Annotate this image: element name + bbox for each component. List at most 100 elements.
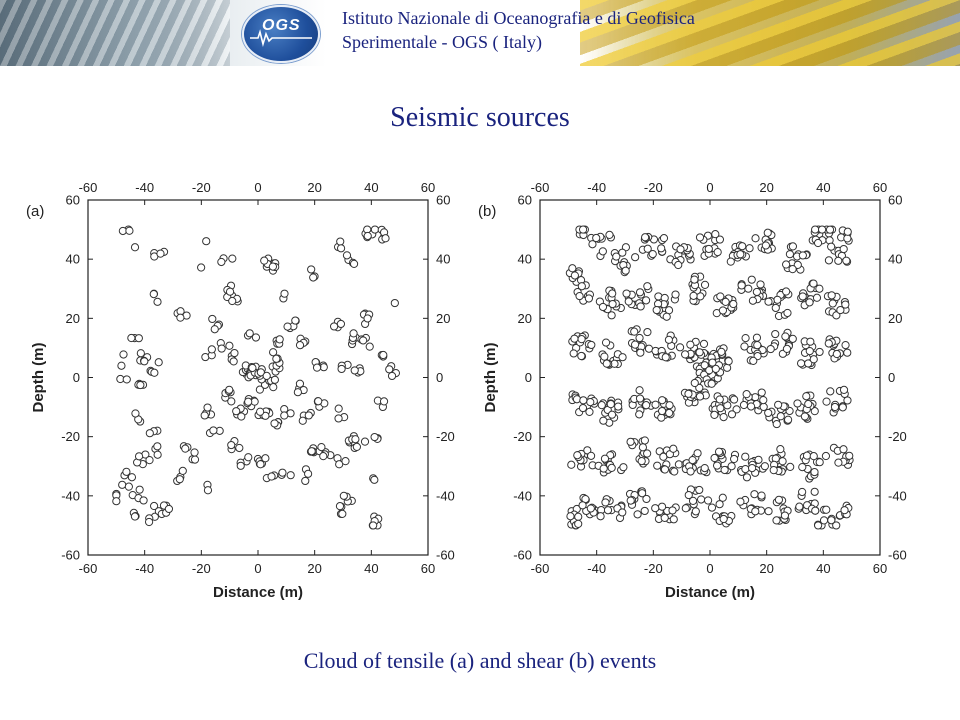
- data-point: [164, 504, 174, 514]
- data-point: [112, 497, 121, 506]
- data-point: [149, 289, 158, 299]
- ogs-logo: OGS: [242, 5, 320, 63]
- data-point: [681, 350, 690, 359]
- data-point: [387, 371, 397, 381]
- data-point: [828, 299, 837, 308]
- data-point: [719, 412, 728, 422]
- data-point: [228, 254, 237, 263]
- data-point: [674, 260, 683, 270]
- data-point: [642, 401, 651, 410]
- x-axis-label: Distance (m): [665, 584, 755, 601]
- data-point: [334, 414, 343, 423]
- data-point: [761, 241, 770, 250]
- scatter-panel-b: -60 -60 -40 -40 -20 -20 0 0 20 20 40 40 60 60 -60 -60 -4…: [470, 170, 910, 620]
- data-point: [826, 387, 835, 396]
- data-point: [754, 455, 763, 464]
- data-point: [301, 476, 310, 486]
- data-point: [635, 333, 644, 343]
- data-point: [598, 302, 608, 312]
- data-point: [607, 410, 617, 419]
- x-tick-label-top: -60: [79, 180, 98, 195]
- data-point: [752, 287, 761, 297]
- data-point: [788, 242, 798, 251]
- data-point: [229, 357, 238, 366]
- data-point: [614, 402, 623, 411]
- data-point: [633, 510, 642, 519]
- data-point: [635, 386, 644, 395]
- data-point: [711, 230, 720, 239]
- data-point: [690, 275, 699, 284]
- page-title: Seismic sources: [390, 102, 570, 133]
- y-tick-label-left: 60: [66, 193, 80, 208]
- data-point: [360, 437, 370, 446]
- data-point: [752, 333, 762, 342]
- data-point: [718, 493, 727, 502]
- data-point: [640, 436, 649, 445]
- data-point: [653, 461, 662, 470]
- x-tick-label-bottom: 20: [759, 561, 773, 576]
- x-tick-label-bottom: -20: [644, 561, 663, 576]
- y-tick-label-left: -20: [61, 429, 80, 444]
- data-point: [127, 473, 137, 482]
- data-point: [742, 473, 752, 482]
- data-point: [307, 265, 316, 274]
- data-point: [772, 516, 781, 525]
- data-point: [815, 347, 824, 357]
- data-point: [640, 506, 649, 516]
- data-point: [637, 457, 646, 466]
- institution-line-2: Sperimentale - OGS ( Italy): [342, 32, 542, 52]
- data-point: [631, 253, 640, 262]
- y-tick-label-right: 60: [436, 193, 450, 208]
- data-point: [286, 471, 295, 480]
- data-point: [272, 354, 281, 363]
- data-point: [574, 519, 583, 528]
- data-point: [369, 521, 378, 530]
- data-point: [269, 348, 278, 357]
- data-point: [304, 469, 313, 478]
- x-tick-label-top: -40: [587, 180, 606, 195]
- data-point: [782, 260, 791, 269]
- data-point: [118, 480, 127, 489]
- data-point: [176, 313, 185, 322]
- data-point: [769, 466, 778, 475]
- data-point: [190, 455, 200, 464]
- data-point: [636, 348, 645, 357]
- data-point: [119, 350, 128, 359]
- data-point: [691, 507, 700, 516]
- data-point: [352, 442, 361, 451]
- data-point: [319, 452, 328, 461]
- data-point: [606, 400, 615, 409]
- data-point: [771, 303, 780, 313]
- data-point: [738, 242, 747, 251]
- data-point: [579, 396, 588, 405]
- x-tick-label-bottom: -60: [79, 561, 98, 576]
- data-point: [810, 407, 819, 416]
- data-point: [225, 287, 235, 296]
- data-point: [350, 366, 359, 375]
- data-point: [232, 407, 241, 416]
- y-tick-label-right: -40: [436, 488, 455, 503]
- data-point: [587, 340, 596, 350]
- data-point: [295, 379, 305, 388]
- data-point: [782, 344, 792, 353]
- data-point: [600, 352, 609, 361]
- data-point: [659, 234, 669, 243]
- data-point: [841, 300, 850, 309]
- data-point: [390, 298, 399, 308]
- data-point: [756, 280, 765, 289]
- data-point: [839, 385, 849, 394]
- data-point: [718, 306, 728, 315]
- x-tick-label-bottom: 40: [364, 561, 378, 576]
- data-point: [251, 333, 261, 342]
- data-point: [635, 394, 645, 403]
- banner-image-left: [0, 0, 230, 66]
- data-point: [742, 390, 751, 399]
- data-point: [817, 225, 827, 234]
- data-point: [363, 231, 372, 241]
- data-point: [619, 463, 628, 472]
- data-point: [337, 364, 346, 374]
- data-point: [379, 350, 388, 360]
- data-point: [596, 512, 605, 521]
- data-point: [641, 233, 650, 242]
